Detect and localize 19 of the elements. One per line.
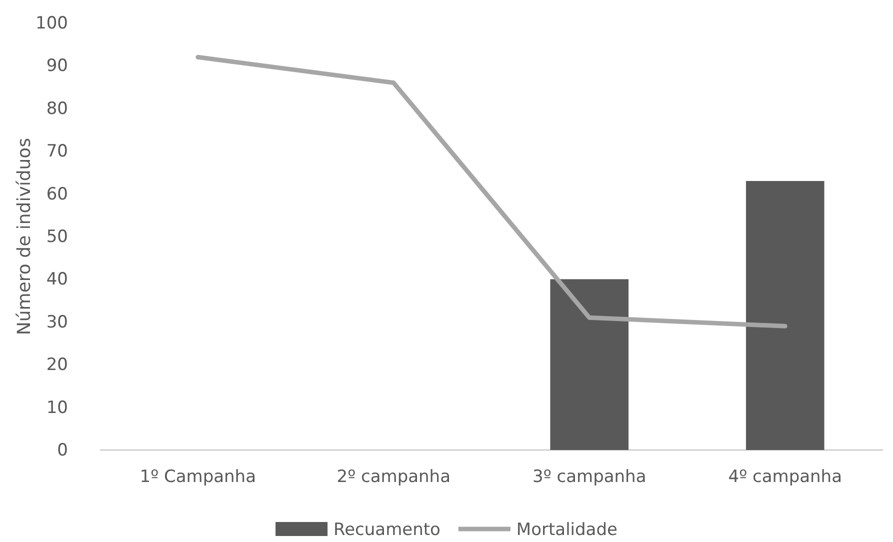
x-tick-label: 4º campanha [728, 467, 842, 488]
x-tick-label: 3º campanha [532, 467, 646, 488]
y-tick-label: 40 [46, 270, 68, 290]
legend-label: Mortalidade [516, 520, 618, 540]
legend-label: Recuamento [334, 520, 440, 540]
y-tick-label: 30 [46, 312, 68, 332]
y-tick-label: 10 [46, 398, 68, 418]
y-tick-label: 20 [46, 355, 68, 376]
x-tick-label: 2º campanha [336, 467, 450, 488]
y-tick-label: 50 [46, 226, 68, 247]
x-tick-label: 1º Campanha [140, 467, 256, 488]
y-axis-title: Número de indivíduos [14, 138, 35, 336]
y-tick-label: 0 [57, 440, 68, 460]
y-tick-label: 60 [46, 184, 68, 204]
line-series [196, 54, 788, 328]
y-tick-label: 70 [46, 142, 68, 162]
y-tick-label: 80 [46, 98, 68, 119]
y-tick-label: 100 [36, 13, 68, 34]
y-tick-label: 90 [46, 56, 68, 76]
